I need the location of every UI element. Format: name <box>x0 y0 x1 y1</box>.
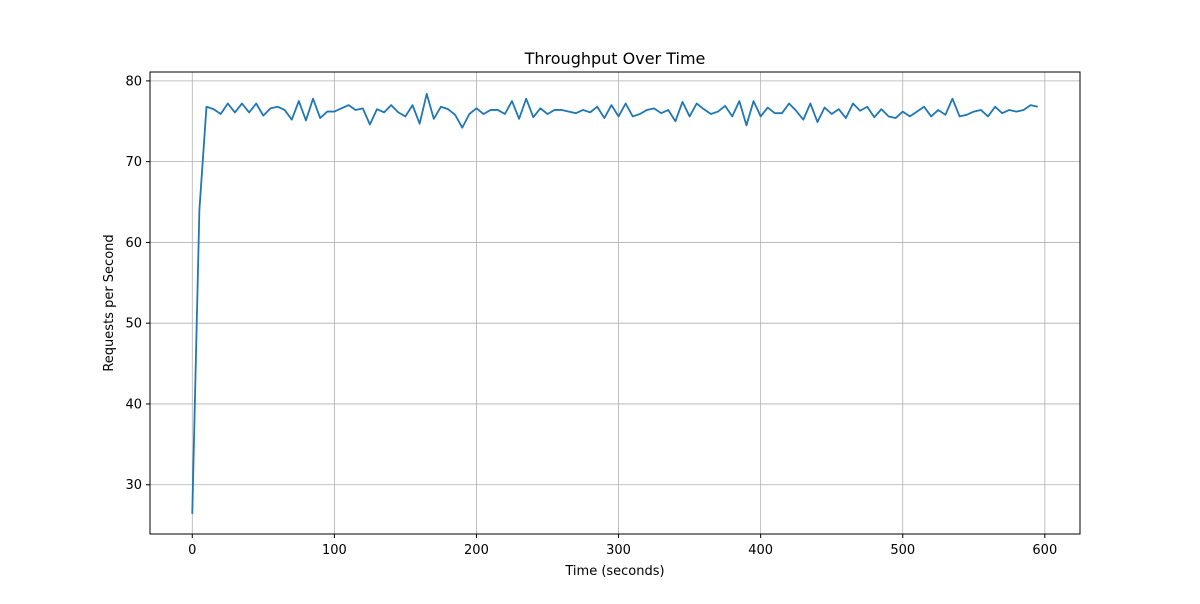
series-layer <box>191 92 1038 514</box>
y-tick-label: 40 <box>125 397 142 412</box>
x-tick-label: 100 <box>322 543 347 558</box>
series-line <box>191 92 1038 514</box>
x-tick-label: 500 <box>890 543 915 558</box>
x-tick-label: 0 <box>188 543 196 558</box>
y-axis-label: Requests per Second <box>102 234 117 371</box>
y-tick-label: 50 <box>125 317 142 332</box>
chart-title: Throughput Over Time <box>524 49 706 68</box>
y-tick-label: 60 <box>125 236 142 251</box>
x-axis-label: Time (seconds) <box>564 564 664 579</box>
x-tick-label: 200 <box>464 543 489 558</box>
y-axis: 30 40 50 60 70 80 <box>125 74 150 493</box>
x-tick-label: 400 <box>748 543 773 558</box>
axes-frame <box>149 71 1081 535</box>
x-axis: 0 100 200 300 400 500 600 <box>188 534 1057 558</box>
y-tick-label: 30 <box>125 478 142 493</box>
y-tick-label: 80 <box>125 74 142 89</box>
y-tick-label: 70 <box>125 155 142 170</box>
x-tick-label: 600 <box>1032 543 1057 558</box>
grid-lines <box>150 72 1080 534</box>
x-tick-label: 300 <box>606 543 631 558</box>
